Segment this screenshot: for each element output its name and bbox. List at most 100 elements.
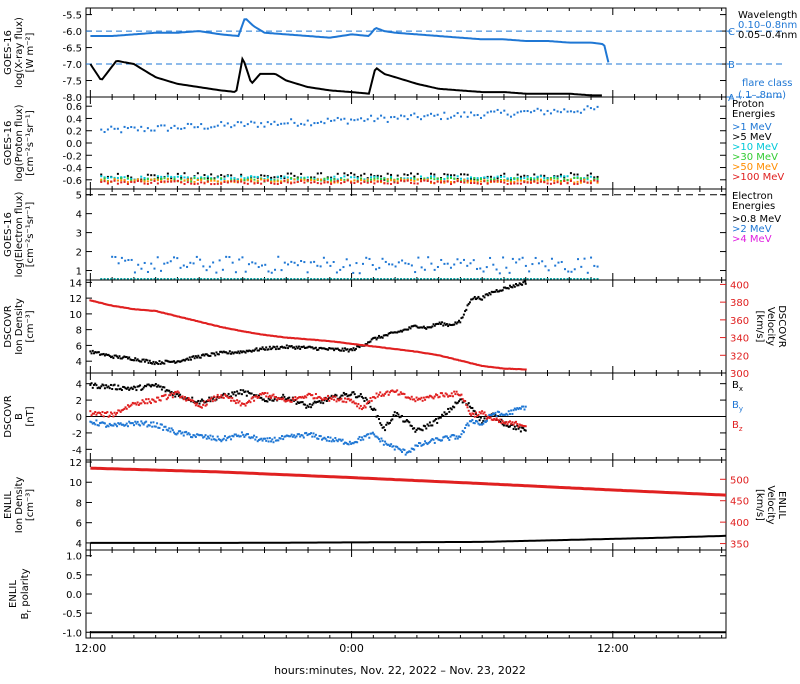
data-point — [301, 346, 304, 349]
data-point — [313, 181, 316, 184]
data-point — [523, 174, 526, 177]
data-point — [354, 343, 357, 346]
data-point — [312, 402, 315, 405]
data-point — [323, 179, 326, 182]
data-point — [120, 423, 123, 426]
series-density — [90, 534, 727, 544]
data-point — [210, 179, 213, 182]
data-point — [120, 181, 123, 184]
data-point — [524, 368, 527, 371]
data-point — [353, 278, 356, 281]
data-point — [110, 176, 113, 179]
data-point — [231, 396, 234, 399]
data-point — [434, 437, 437, 440]
data-point — [443, 411, 446, 414]
data-point — [102, 384, 105, 387]
data-point — [407, 349, 410, 352]
data-point — [436, 180, 439, 183]
data-point — [428, 421, 431, 424]
data-point — [96, 424, 99, 427]
data-point — [193, 402, 196, 405]
data-point — [433, 182, 436, 185]
data-point — [516, 407, 519, 410]
data-point — [367, 341, 370, 344]
data-point — [273, 398, 276, 401]
data-point — [334, 340, 337, 343]
data-point — [146, 278, 149, 281]
data-point — [391, 418, 394, 421]
y-axis-label-line: GOES-16 — [3, 121, 14, 166]
data-point — [406, 118, 409, 121]
data-point — [515, 420, 518, 423]
data-point — [213, 183, 216, 186]
data-point — [506, 177, 509, 180]
data-point — [376, 176, 379, 179]
data-point — [443, 278, 446, 281]
data-point — [519, 182, 522, 185]
data-point — [559, 278, 562, 281]
data-point — [90, 382, 93, 385]
data-point — [433, 268, 436, 271]
data-point — [329, 264, 332, 267]
data-point — [426, 395, 429, 398]
data-point — [220, 350, 223, 353]
data-point — [314, 346, 317, 349]
data-point — [162, 311, 165, 314]
data-point — [399, 348, 402, 351]
data-point — [250, 397, 253, 400]
data-point — [260, 264, 263, 267]
data-point — [499, 176, 502, 179]
data-point — [396, 278, 399, 281]
data-point — [194, 404, 197, 407]
data-point — [410, 114, 413, 117]
data-point — [346, 122, 349, 125]
data-point — [108, 422, 111, 425]
data-point — [434, 353, 437, 356]
y2-tick-label: 450 — [730, 497, 749, 508]
data-point — [111, 424, 114, 427]
data-point — [288, 336, 291, 339]
data-point — [268, 394, 271, 397]
data-point — [303, 177, 306, 180]
data-point — [263, 180, 266, 183]
data-point — [475, 411, 478, 414]
data-point — [268, 437, 271, 440]
data-point — [486, 111, 489, 114]
y2-tick-label: 400 — [730, 280, 749, 291]
data-point — [259, 396, 262, 399]
data-point — [139, 308, 142, 311]
data-point — [266, 400, 269, 403]
data-point — [217, 353, 220, 356]
data-point — [516, 423, 519, 426]
data-point — [226, 437, 229, 440]
data-point — [170, 427, 173, 430]
data-point — [476, 278, 479, 281]
data-point — [352, 442, 355, 445]
data-point — [130, 359, 133, 362]
data-point — [556, 110, 559, 113]
data-point — [363, 178, 366, 181]
data-point — [384, 346, 387, 349]
data-point — [131, 388, 134, 391]
data-point — [286, 181, 289, 184]
data-point — [153, 174, 156, 177]
data-point — [580, 265, 583, 268]
data-point — [519, 110, 522, 113]
data-point — [430, 439, 433, 442]
data-point — [413, 175, 416, 178]
data-point — [153, 178, 156, 181]
data-point — [179, 360, 182, 363]
data-point — [471, 419, 474, 422]
data-point — [165, 359, 168, 362]
data-point — [142, 386, 145, 389]
data-point — [413, 178, 416, 181]
data-point — [210, 323, 213, 326]
data-point — [153, 129, 156, 132]
data-point — [140, 360, 143, 363]
data-point — [124, 259, 127, 262]
data-point — [277, 439, 280, 442]
data-point — [274, 268, 277, 271]
data-point — [89, 420, 92, 423]
data-point — [335, 340, 338, 343]
data-point — [131, 308, 134, 311]
